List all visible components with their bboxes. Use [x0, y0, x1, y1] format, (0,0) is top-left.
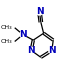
Circle shape: [49, 47, 55, 54]
Circle shape: [36, 9, 43, 15]
Text: CH₃: CH₃: [0, 39, 12, 44]
Text: N: N: [27, 46, 35, 55]
Text: N: N: [48, 46, 56, 55]
Circle shape: [20, 32, 26, 38]
Text: N: N: [36, 7, 43, 16]
Text: CH₃: CH₃: [0, 25, 12, 30]
Text: N: N: [19, 30, 27, 39]
Circle shape: [28, 47, 34, 54]
